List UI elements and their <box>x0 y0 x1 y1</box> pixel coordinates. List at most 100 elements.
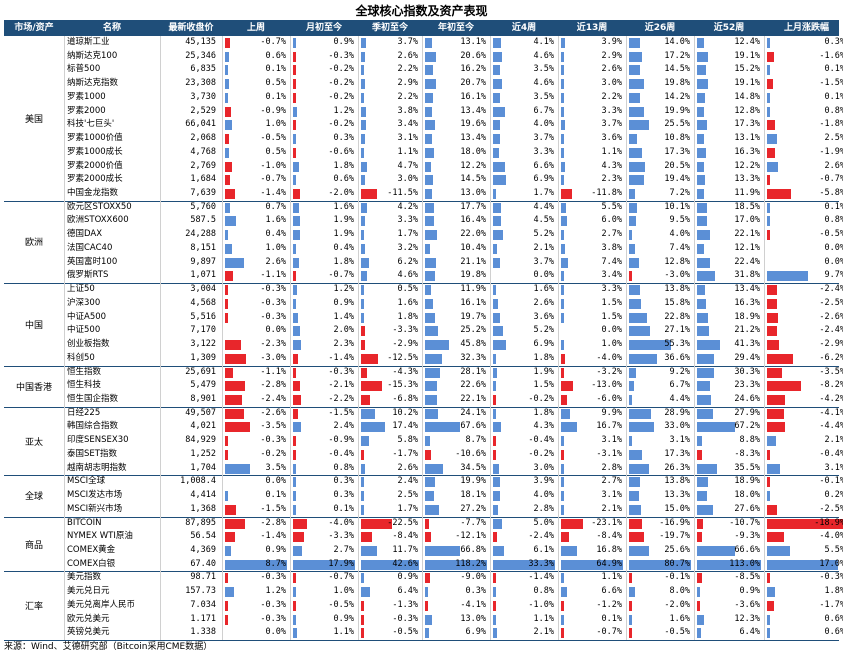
close-price: 98.71 <box>190 572 216 583</box>
pct-cell: 27.2% <box>422 503 490 517</box>
column-header: 市场/资产 <box>14 23 54 33</box>
data-bar <box>561 161 566 172</box>
pct-value: 1.8% <box>333 160 354 171</box>
pct-cell: 9.7% <box>764 269 843 283</box>
pct-value: 0.7% <box>265 201 286 212</box>
data-bar <box>561 147 564 158</box>
pct-cell: 0.9% <box>290 297 358 311</box>
data-bar <box>225 353 247 364</box>
data-bar <box>629 326 650 337</box>
data-bar <box>425 381 437 392</box>
pct-value: 55.3% <box>664 339 690 350</box>
pct-cell: 0.3% <box>764 36 843 50</box>
pct-cell: 12.4% <box>694 36 764 50</box>
pct-cell: -0.2% <box>290 77 358 91</box>
data-bar <box>767 147 775 158</box>
pct-value: 17.3% <box>734 119 760 130</box>
pct-value: 66.6% <box>734 545 760 555</box>
table-row: COMEX白银 67.40 8.7% 17.9% 42.6% 118.2% 33.3% 64.… <box>4 558 843 572</box>
pct-cell: 19.7% <box>422 311 490 325</box>
pct-cell: 8.8% <box>694 434 764 448</box>
pct-cell: 19.9% <box>626 105 694 119</box>
pct-cell: -15.3% <box>358 379 422 393</box>
pct-value: 41.3% <box>734 339 760 350</box>
data-bar <box>425 504 440 515</box>
pct-cell: -9.0% <box>422 571 490 585</box>
pct-value: 10.2% <box>392 407 418 418</box>
data-bar <box>767 189 792 200</box>
data-bar <box>225 518 245 529</box>
pct-value: 0.1% <box>265 490 286 501</box>
pct-cell: 17.3% <box>626 448 694 462</box>
close-price: 84,929 <box>185 435 216 446</box>
pct-value: 0.3% <box>333 476 354 487</box>
pct-cell: 1.1% <box>490 613 558 627</box>
asset-name: 道琼斯工业 <box>67 37 110 47</box>
pct-value: 13.3% <box>664 490 690 501</box>
pct-cell: 0.8% <box>290 462 358 476</box>
pct-value: -0.3% <box>260 297 286 308</box>
pct-value: 0.0% <box>824 256 843 267</box>
data-bar <box>697 65 706 76</box>
data-bar <box>425 298 434 309</box>
pct-value: -0.7% <box>328 572 354 583</box>
pct-value: -12.1% <box>455 531 486 542</box>
pct-cell: 19.4% <box>626 173 694 187</box>
pct-cell: 1.6% <box>626 613 694 627</box>
pct-value: 16.3% <box>734 146 760 157</box>
pct-cell: -2.9% <box>358 338 422 352</box>
pct-cell: 0.9% <box>290 613 358 627</box>
pct-value: 18.0% <box>460 146 486 157</box>
data-bar <box>697 243 704 254</box>
data-bar <box>697 614 704 625</box>
pct-value: 19.9% <box>460 476 486 487</box>
pct-cell: 34.5% <box>422 462 490 476</box>
data-bar <box>225 573 228 584</box>
pct-value: 1.0% <box>265 242 286 253</box>
pct-cell: 12.3% <box>694 613 764 627</box>
pct-value: 3.1% <box>601 435 622 446</box>
pct-value: -0.6% <box>328 146 354 157</box>
table-row: 恒生指数 25,691 -1.1% -0.3% -4.3% 28.1% 1.9% -3.2% 9… <box>4 366 843 380</box>
pct-cell: 27.9% <box>694 407 764 421</box>
pct-cell: -0.7% <box>764 173 843 187</box>
pct-cell: -0.2% <box>290 91 358 105</box>
pct-value: 13.1% <box>734 133 760 144</box>
data-bar <box>225 381 245 392</box>
data-bar <box>425 614 432 625</box>
pct-cell: -8.4% <box>558 530 626 544</box>
pct-cell: 2.6% <box>764 160 843 174</box>
data-bar <box>697 147 707 158</box>
pct-value: 29.4% <box>734 352 760 363</box>
close-price: 4,369 <box>190 545 216 555</box>
data-bar <box>561 559 623 570</box>
data-bar <box>493 326 503 337</box>
data-bar <box>493 422 501 433</box>
data-bar <box>493 614 496 625</box>
pct-value: 66.8% <box>460 545 486 555</box>
table-row: 欧洲STOXX600 587.5 1.6% 1.9% 3.3% 16.4% 4.5% 6.0%… <box>4 214 843 228</box>
pct-cell: 16.2% <box>422 63 490 77</box>
pct-cell: 1.0% <box>222 242 290 256</box>
data-bar <box>767 106 771 117</box>
pct-cell: 0.5% <box>222 146 290 160</box>
pct-value: -0.7% <box>819 174 843 185</box>
column-divider <box>422 36 423 641</box>
data-bar <box>425 216 434 227</box>
pct-cell: -1.5% <box>290 407 358 421</box>
data-bar <box>293 230 300 241</box>
pct-cell: 64.9% <box>558 558 626 572</box>
pct-value: -10.7% <box>729 517 760 528</box>
market-group-label: 中国香港 <box>15 382 52 393</box>
pct-cell: -0.5% <box>358 626 422 640</box>
pct-cell: 6.9% <box>490 338 558 352</box>
close-price: 4,768 <box>190 146 216 157</box>
pct-value: 36.6% <box>664 352 690 363</box>
data-bar <box>293 65 296 76</box>
pct-value: 8.7% <box>465 435 486 446</box>
pct-cell: 0.6% <box>764 613 843 627</box>
data-bar <box>493 216 502 227</box>
pct-cell: -6.2% <box>764 352 843 366</box>
pct-value: 3.5% <box>533 91 554 102</box>
